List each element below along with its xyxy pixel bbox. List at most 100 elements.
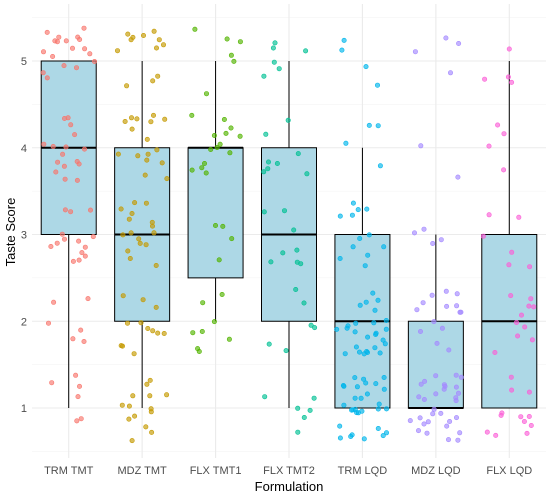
data-point — [291, 227, 297, 233]
data-point — [415, 428, 421, 434]
data-point — [138, 320, 144, 326]
data-point — [219, 291, 225, 297]
data-point — [375, 297, 381, 303]
data-point — [44, 29, 50, 35]
x-tick-labels: TRM TMT MDZ TMT FLX TMT1 FLX TMT2 TRM LQD MDZ… — [44, 465, 532, 477]
data-point — [508, 374, 514, 380]
data-point — [68, 122, 74, 128]
data-point — [137, 240, 143, 246]
data-point — [431, 406, 437, 412]
data-point — [120, 232, 126, 238]
data-point — [136, 236, 142, 242]
data-point — [421, 396, 427, 402]
data-point — [132, 200, 138, 206]
data-point — [130, 393, 136, 399]
y-tick-label: 2 — [21, 316, 27, 328]
data-point — [73, 372, 79, 378]
data-point — [214, 145, 220, 151]
data-point — [49, 380, 55, 386]
data-point — [82, 253, 88, 259]
data-point — [433, 391, 439, 397]
data-point — [516, 214, 522, 220]
data-point — [293, 286, 299, 292]
data-point — [361, 376, 367, 382]
data-point — [77, 36, 83, 42]
data-point — [268, 259, 274, 265]
data-point — [85, 296, 91, 302]
data-point — [266, 341, 272, 347]
data-point — [76, 238, 82, 244]
data-point — [274, 161, 280, 167]
data-point — [40, 70, 46, 76]
data-point — [364, 349, 370, 355]
data-point — [228, 125, 234, 131]
data-point — [453, 415, 459, 421]
data-point — [416, 394, 422, 400]
data-point — [439, 325, 445, 331]
data-point — [128, 230, 134, 236]
data-point — [265, 159, 271, 165]
data-point — [263, 131, 269, 137]
data-point — [87, 51, 93, 57]
data-point — [361, 436, 367, 442]
data-point — [283, 348, 289, 354]
data-point — [311, 395, 317, 401]
boxes — [40, 60, 538, 409]
data-point — [304, 171, 310, 177]
data-point — [357, 236, 363, 242]
data-point — [52, 38, 58, 44]
data-point — [518, 414, 524, 420]
data-point — [75, 394, 81, 400]
x-tick-label: TRM TMT — [44, 465, 94, 477]
data-point — [430, 411, 436, 417]
data-point — [506, 262, 512, 268]
data-point — [294, 259, 300, 265]
data-point — [122, 119, 128, 125]
data-point — [362, 263, 368, 269]
data-point — [337, 435, 343, 441]
data-point — [343, 140, 349, 146]
data-point — [164, 392, 170, 398]
data-point — [81, 25, 87, 31]
data-point — [285, 117, 291, 123]
data-point — [261, 169, 267, 175]
data-point — [383, 406, 389, 412]
data-point — [350, 200, 356, 206]
data-point — [526, 389, 532, 395]
data-point — [161, 42, 167, 48]
data-point — [458, 309, 464, 315]
data-point — [62, 207, 68, 213]
data-point — [261, 73, 267, 79]
data-point — [82, 244, 88, 250]
data-point — [54, 240, 60, 246]
data-point — [231, 58, 237, 64]
data-point — [438, 410, 444, 416]
data-point — [365, 334, 371, 340]
data-point — [424, 430, 430, 436]
data-point — [356, 349, 362, 355]
data-point — [493, 432, 499, 438]
data-point — [353, 344, 359, 350]
data-point — [229, 236, 235, 242]
data-point — [294, 247, 300, 253]
data-point — [495, 122, 501, 128]
data-point — [118, 206, 124, 212]
data-point — [337, 255, 343, 261]
data-point — [455, 437, 461, 443]
data-point — [134, 116, 140, 122]
x-tick-label: FLX LQD — [486, 465, 532, 477]
data-point — [90, 234, 96, 240]
y-tick-label: 3 — [21, 230, 27, 242]
data-point — [352, 375, 358, 381]
data-point — [528, 422, 534, 428]
data-point — [120, 293, 126, 299]
data-point — [150, 78, 156, 84]
data-point — [375, 425, 381, 431]
data-point — [226, 336, 232, 342]
x-tick-label: MDZ LQD — [411, 465, 461, 477]
data-point — [528, 296, 534, 302]
data-point — [458, 374, 464, 380]
data-point — [149, 429, 155, 435]
data-point — [515, 333, 521, 339]
